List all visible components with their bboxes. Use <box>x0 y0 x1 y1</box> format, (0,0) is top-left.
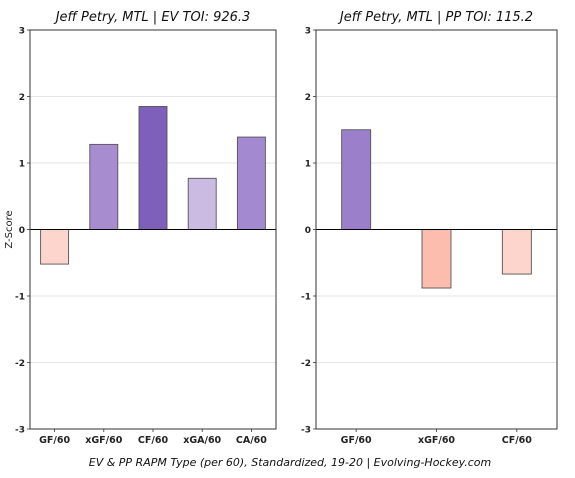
panel-2-ytick-label: 3 <box>305 27 311 37</box>
panel-1-xtick-label: xGF/60 <box>85 435 122 446</box>
panel-2-xtick-label: GF/60 <box>341 435 372 446</box>
panel-2-ytick-label: 1 <box>305 160 311 170</box>
panel-1-bar-xgf60 <box>89 143 119 230</box>
panel-1-xtick-label: xGA/60 <box>183 435 221 446</box>
panel-2-ytick-label: 2 <box>305 93 311 103</box>
panel-2-bar-gf60 <box>341 129 372 230</box>
panel-2-ytick-label: -3 <box>301 426 311 436</box>
panel-2-ytick-label: -2 <box>301 359 311 369</box>
panel-1-ytick-label: -1 <box>15 293 25 303</box>
panel-1-ytick-label: 3 <box>19 27 25 37</box>
panel-1-ytick-label: -3 <box>15 426 25 436</box>
panel-1-ytick-label: 2 <box>19 93 25 103</box>
panel-1-bar-gf60 <box>40 229 70 265</box>
panel-1-frame <box>29 29 277 430</box>
panel-2-ytick-label: -1 <box>301 293 311 303</box>
panel-2-title: Jeff Petry, MTL | PP TOI: 115.2 <box>337 10 533 25</box>
panel-2-ytick-label: 0 <box>305 226 311 236</box>
panel-1-ytick-label: 0 <box>19 226 25 236</box>
panel-1-bar-xga60 <box>187 177 217 230</box>
panel-1-ylabel: Z-Score <box>4 210 15 248</box>
panel-1-title: Jeff Petry, MTL | EV TOI: 926.3 <box>53 10 251 25</box>
panel-1-xtick-label: GF/60 <box>39 435 70 446</box>
panel-2-frame <box>315 29 558 430</box>
panel-2-xtick-label: xGF/60 <box>418 435 455 446</box>
panel-1-xtick-label: CA/60 <box>236 435 267 446</box>
panel-1-ytick-label: -2 <box>15 359 25 369</box>
panel-2-bar-xgf60 <box>421 229 452 289</box>
panel-1-ytick-label: 1 <box>19 160 25 170</box>
panel-2-bar-cf60 <box>501 229 532 275</box>
panel-1-bar-cf60 <box>138 106 168 230</box>
panel-1-xtick-label: CF/60 <box>138 435 169 446</box>
footer-caption: EV & PP RAPM Type (per 60), Standardized… <box>89 456 492 469</box>
panel-1-bar-ca60 <box>236 136 266 230</box>
panel-2-xtick-label: CF/60 <box>502 435 533 446</box>
